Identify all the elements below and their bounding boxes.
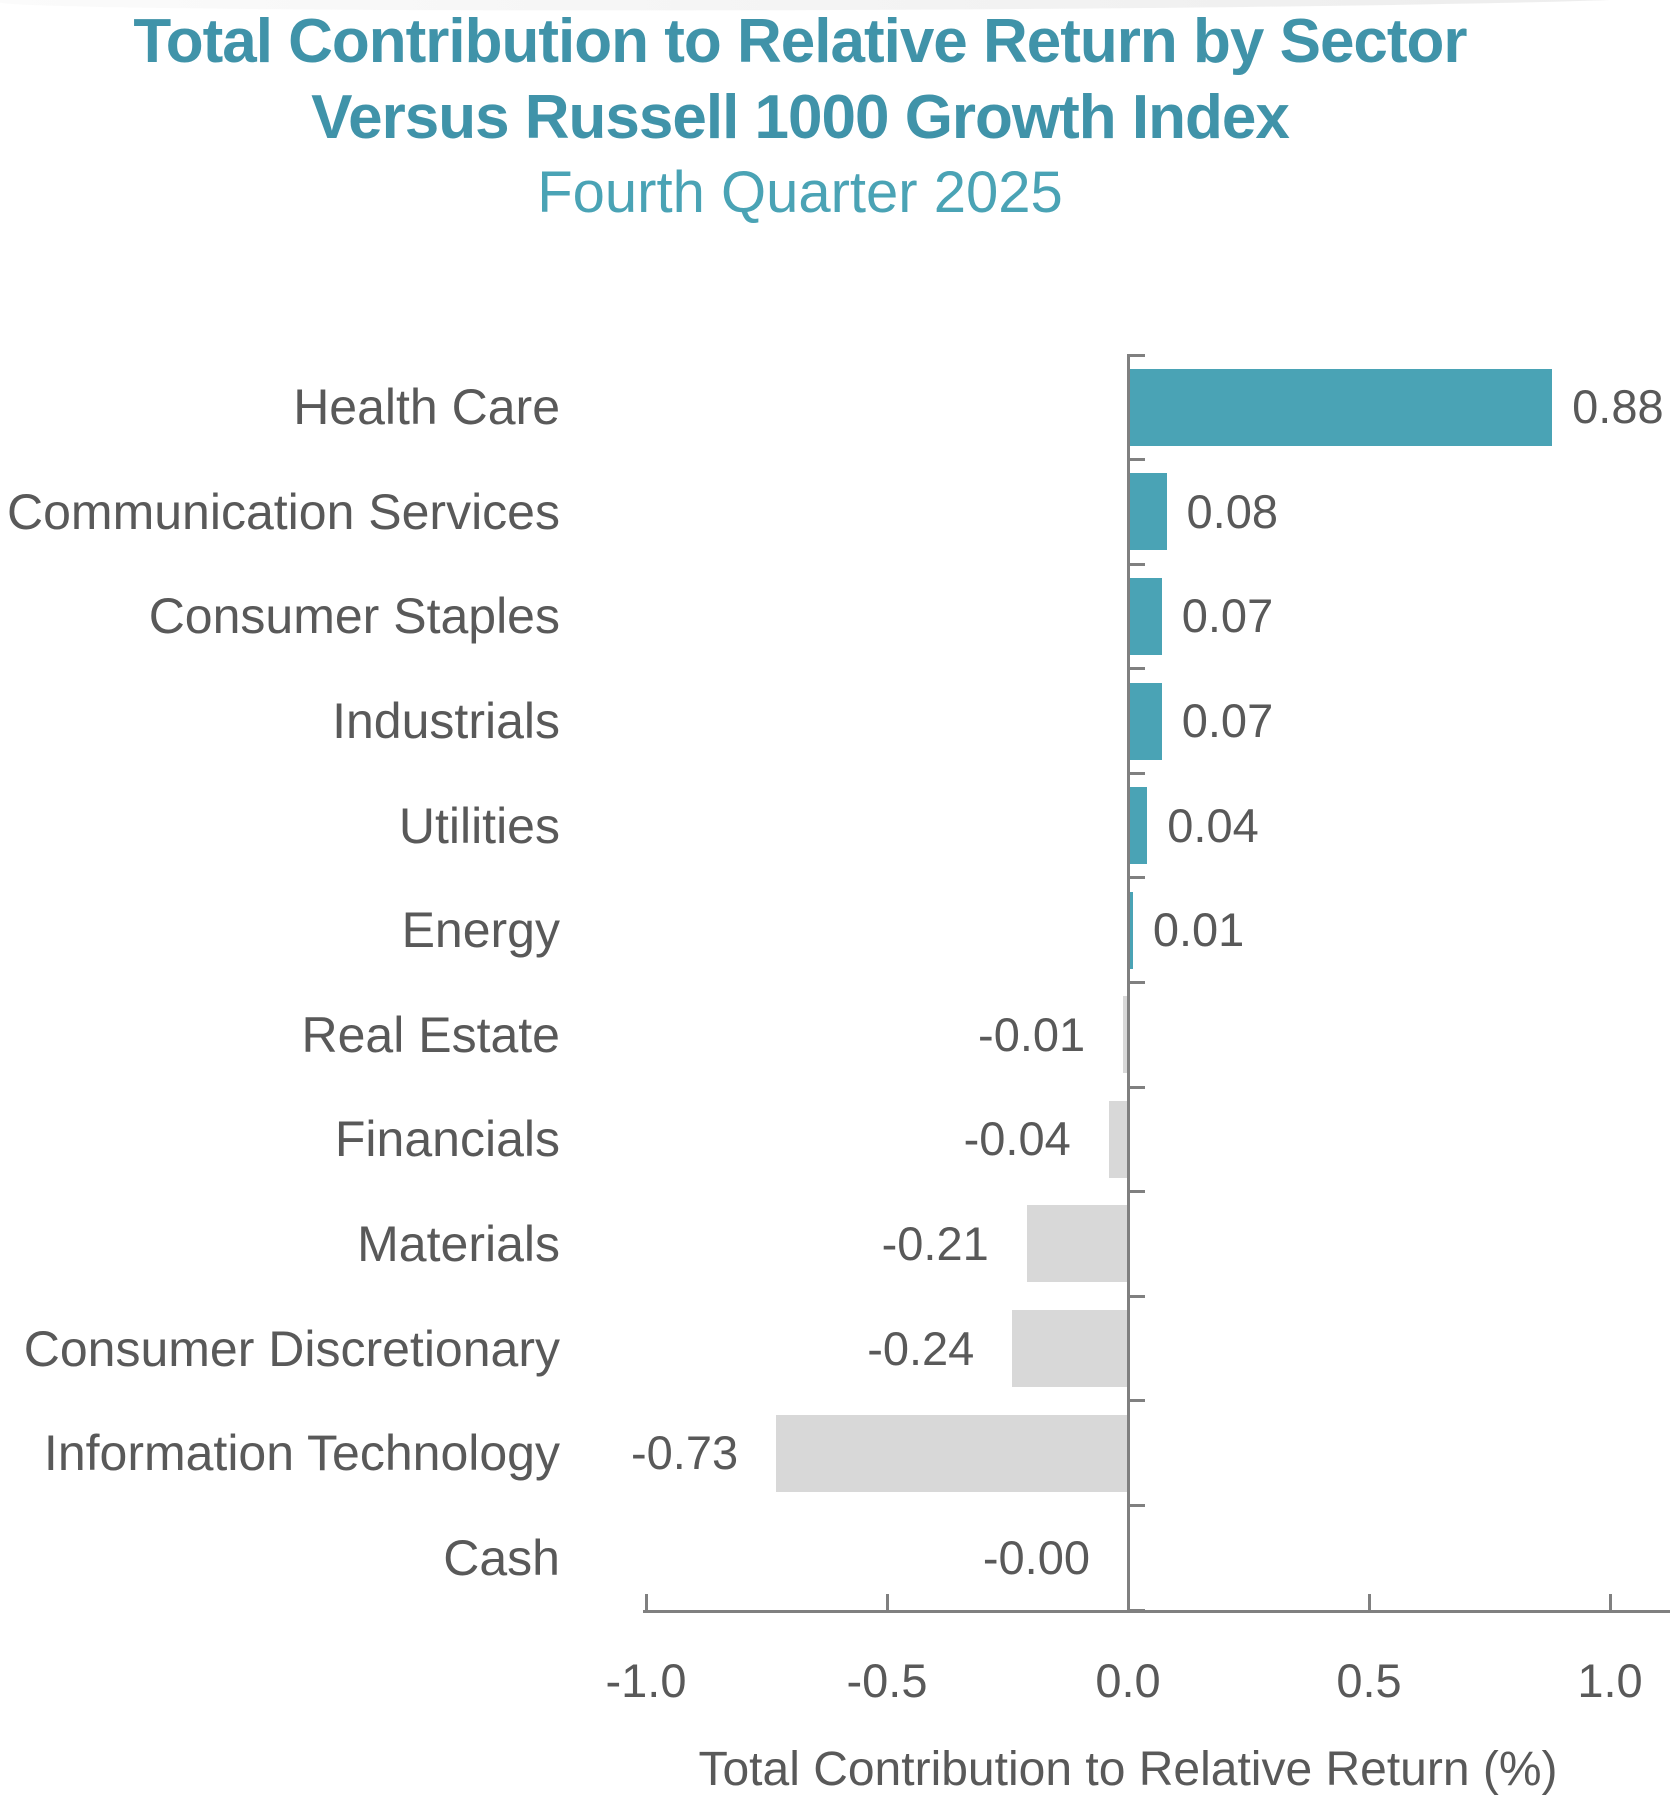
value-axis-tick: [1608, 1594, 1612, 1610]
x-axis-title: Total Contribution to Relative Return (%…: [698, 1743, 1558, 1796]
bar-negative: [1108, 1100, 1128, 1178]
category-label: Communication Services: [7, 483, 560, 540]
category-label: Consumer Discretionary: [23, 1320, 560, 1377]
category-axis-tick: [1126, 1399, 1145, 1403]
category-axis-tick: [1126, 981, 1145, 984]
category-label: Industrials: [332, 693, 560, 750]
value-label: 0.07: [1181, 694, 1274, 748]
category-axis-tick: [1126, 667, 1145, 671]
x-tick-label: 1.0: [1577, 1654, 1643, 1707]
bar-positive: [1128, 473, 1167, 551]
category-label: Utilities: [398, 797, 560, 854]
bar-negative: [1012, 1310, 1128, 1388]
category-label: Real Estate: [301, 1006, 560, 1063]
bar-negative: [1026, 1205, 1128, 1283]
category-axis-tick: [1126, 1294, 1145, 1298]
value-label: 0.88: [1572, 380, 1664, 434]
value-label: -0.00: [982, 1530, 1090, 1584]
chart-subtitle: Fourth Quarter 2025: [537, 160, 1063, 225]
bar-positive: [1128, 682, 1162, 760]
bar-negative: [1123, 996, 1128, 1074]
category-label: Materials: [357, 1215, 560, 1272]
category-label: Financials: [334, 1111, 560, 1168]
category-axis-tick: [1126, 1503, 1145, 1507]
value-label: 0.04: [1167, 798, 1259, 852]
value-axis-tick: [644, 1594, 648, 1610]
value-axis-tick: [885, 1594, 889, 1610]
category-axis-tick: [1126, 1190, 1145, 1194]
category-axis-tick: [1126, 562, 1145, 566]
chart-title-line-2: Versus Russell 1000 Growth Index: [311, 83, 1290, 152]
value-label: -0.24: [867, 1321, 975, 1375]
category-axis-tick: [1126, 353, 1145, 357]
bar-negative: [776, 1414, 1128, 1492]
category-label: Consumer Staples: [148, 588, 560, 645]
value-axis-tick: [1367, 1594, 1371, 1610]
bar-positive: [1128, 577, 1162, 655]
value-label: 0.01: [1152, 903, 1245, 957]
value-axis-tick: [1126, 1594, 1130, 1610]
chart-title-block: Total Contribution to Relative Return by…: [0, 4, 1600, 226]
category-axis-tick: [1126, 876, 1145, 880]
chart-title-line-1: Total Contribution to Relative Return by…: [133, 7, 1467, 76]
value-label: 0.08: [1186, 484, 1279, 538]
category-axis-tick: [1126, 771, 1145, 775]
category-axis-tick: [1126, 458, 1145, 462]
value-label: -0.73: [631, 1426, 739, 1480]
category-label: Cash: [443, 1529, 560, 1586]
value-label: -0.21: [881, 1216, 989, 1270]
bar-positive: [1128, 368, 1553, 446]
x-tick-label: -0.5: [846, 1654, 928, 1707]
category-label: Health Care: [293, 379, 560, 436]
bar-positive: [1128, 891, 1133, 969]
bar-positive: [1128, 787, 1148, 865]
value-label: 0.07: [1181, 589, 1274, 643]
value-label: -0.01: [978, 1007, 1086, 1061]
value-label: -0.04: [963, 1112, 1071, 1166]
category-label: Information Technology: [43, 1425, 560, 1482]
x-tick-label: -1.0: [605, 1654, 687, 1707]
category-axis-tick: [1126, 1085, 1145, 1089]
value-axis-line: [643, 1610, 1670, 1613]
category-label: Energy: [401, 902, 560, 959]
x-tick-label: 0.0: [1095, 1654, 1161, 1707]
x-tick-label: 0.5: [1336, 1654, 1402, 1707]
